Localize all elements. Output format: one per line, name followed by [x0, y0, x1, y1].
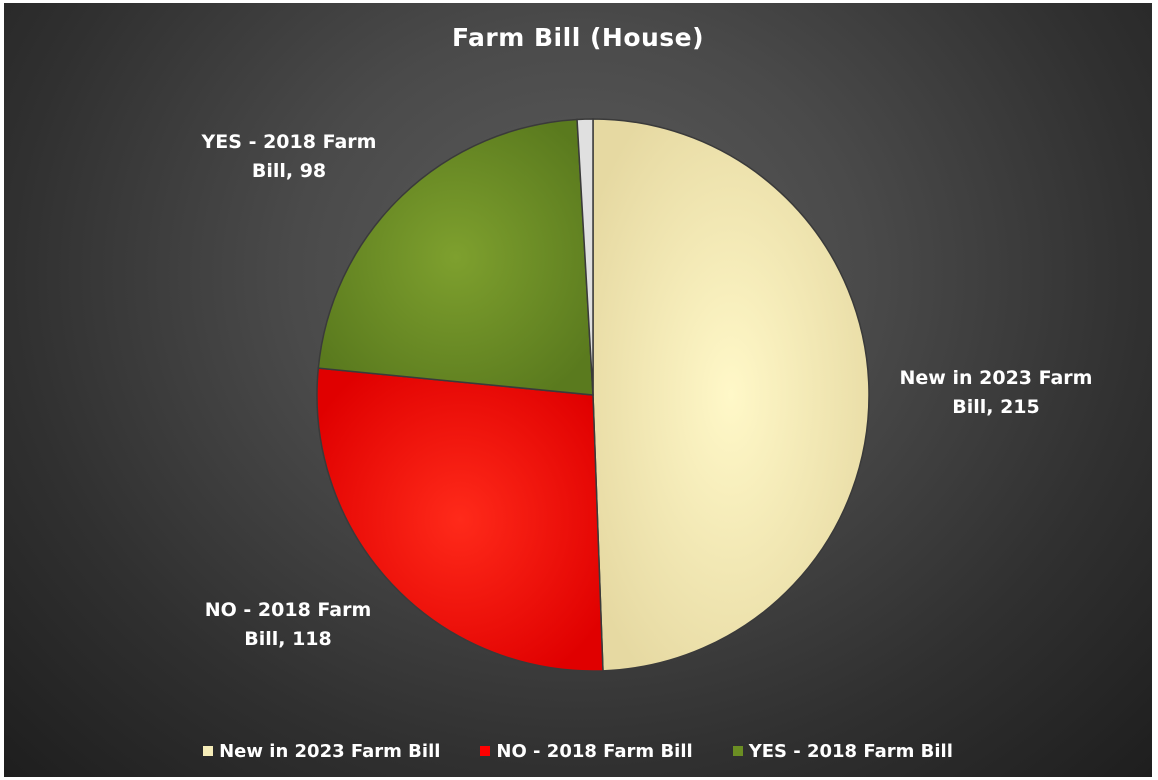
chart-area: Farm Bill (House) New in 2023 Farm Bill,…	[4, 3, 1152, 777]
legend-label-new-2023: New in 2023 Farm Bill	[219, 740, 441, 762]
pie-slice-0	[592, 118, 870, 672]
legend-item-new-2023: New in 2023 Farm Bill	[203, 741, 440, 762]
data-label-no-2018: NO - 2018 Farm Bill, 118	[168, 596, 408, 654]
chart-title: Farm Bill (House)	[451, 23, 705, 52]
pie-slice-1	[316, 367, 604, 672]
legend-swatch-no-2018	[480, 746, 491, 756]
data-label-no-2018-line2: Bill, 118	[244, 628, 332, 650]
pie-slice-2	[317, 118, 594, 396]
data-label-yes-2018-line1: YES - 2018 Farm	[201, 131, 377, 153]
legend-label-yes-2018: YES - 2018 Farm Bill	[748, 740, 953, 762]
data-label-new-2023-line2: Bill, 215	[952, 396, 1040, 418]
legend-swatch-yes-2018	[732, 746, 743, 756]
legend-item-no-2018: NO - 2018 Farm Bill	[480, 740, 693, 762]
data-label-no-2018-line1: NO - 2018 Farm	[204, 599, 372, 621]
pie-slice-small	[576, 118, 594, 396]
legend-item-yes-2018: YES - 2018 Farm Bill	[732, 740, 953, 762]
legend: New in 2023 Farm Bill NO - 2018 Farm Bil…	[4, 736, 1152, 766]
data-label-yes-2018-line2: Bill, 98	[251, 160, 327, 182]
pie-chart	[316, 118, 870, 672]
data-label-new-2023: New in 2023 Farm Bill, 215	[876, 364, 1116, 422]
legend-label-no-2018: NO - 2018 Farm Bill	[496, 740, 693, 762]
data-label-yes-2018: YES - 2018 Farm Bill, 98	[169, 128, 409, 186]
data-label-new-2023-line1: New in 2023 Farm	[899, 367, 1093, 389]
legend-swatch-new-2023	[203, 746, 214, 756]
